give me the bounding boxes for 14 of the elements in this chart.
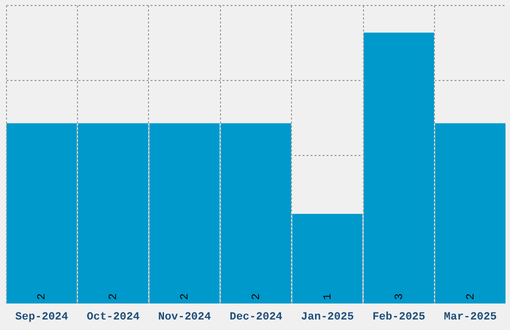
data-label: 2 bbox=[465, 293, 478, 300]
x-tick-label: Nov-2024 bbox=[158, 312, 212, 324]
data-label: 1 bbox=[322, 293, 334, 300]
x-tick-label: Jan-2025 bbox=[301, 312, 354, 324]
x-tick-label: Sep-2024 bbox=[15, 312, 69, 324]
data-label: 2 bbox=[251, 293, 263, 300]
x-tick-label: Feb-2025 bbox=[372, 312, 426, 324]
x-tick-label: Mar-2025 bbox=[444, 312, 498, 324]
data-label: 2 bbox=[108, 293, 120, 300]
x-tick-label: Dec-2024 bbox=[230, 312, 283, 324]
data-label: 2 bbox=[36, 293, 49, 300]
data-label: 3 bbox=[394, 293, 406, 300]
x-tick-label: Oct-2024 bbox=[86, 312, 140, 324]
data-label: 2 bbox=[180, 293, 192, 300]
